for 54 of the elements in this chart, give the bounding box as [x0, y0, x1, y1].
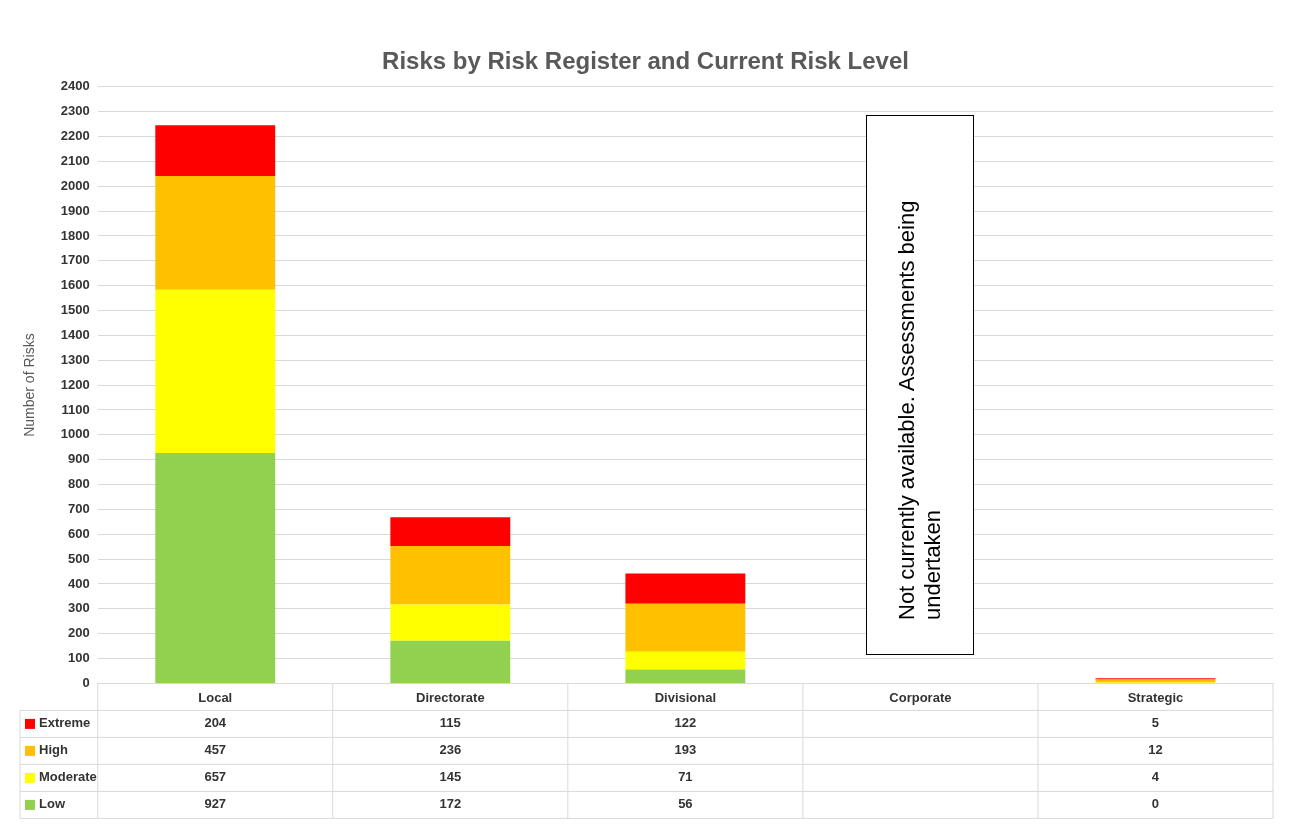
y-tick-label: 2200	[60, 128, 90, 144]
y-tick-label: 1900	[60, 202, 90, 218]
data-label: 457	[204, 742, 227, 758]
data-label: 4	[1151, 769, 1160, 785]
y-tick-label: 200	[68, 625, 90, 641]
x-tick-label: Strategic	[1127, 689, 1184, 705]
y-tick-label: 1200	[60, 376, 90, 392]
y-tick-label: 2100	[60, 152, 90, 168]
y-tick-label: 600	[68, 525, 90, 541]
y-tick-label: 2300	[60, 103, 90, 119]
data-label: 115	[439, 715, 461, 731]
y-tick-label: 500	[68, 550, 90, 566]
y-tick-label: 400	[68, 575, 90, 591]
data-label: 71	[678, 769, 693, 785]
legend-label: Moderate	[39, 769, 97, 785]
data-label: 5	[1151, 715, 1160, 731]
y-tick-label: 0	[82, 674, 90, 690]
y-tick-label: 1800	[60, 227, 90, 243]
y-tick-label: 100	[68, 650, 90, 666]
data-label: 204	[204, 715, 227, 731]
y-tick-label: 1500	[60, 302, 90, 318]
y-tick-label: 700	[68, 500, 90, 516]
data-label: 193	[674, 742, 697, 758]
data-label: 927	[204, 796, 227, 812]
y-tick-label: 1700	[60, 252, 90, 268]
y-tick-label: 300	[68, 600, 90, 616]
chart-title: Risks by Risk Register and Current Risk Level	[382, 47, 909, 75]
y-tick-label: 1000	[60, 426, 90, 442]
data-label: 122	[674, 715, 697, 731]
legend-label: High	[39, 742, 68, 758]
data-label: 12	[1148, 742, 1163, 758]
y-tick-label: 900	[68, 451, 90, 467]
data-label: 236	[439, 742, 462, 758]
y-tick-label: 1100	[61, 401, 90, 417]
data-label: 0	[1151, 796, 1160, 812]
y-axis-title: Number of Risks	[21, 333, 38, 437]
note-box: Not currently available. Assessments being undertaken	[866, 115, 975, 656]
y-tick-label: 2400	[60, 78, 90, 94]
data-label: 172	[439, 796, 462, 812]
y-tick-label: 800	[68, 476, 90, 492]
data-label: 56	[678, 796, 693, 812]
annotation: Not currently available. Assessments being undertaken	[894, 199, 947, 621]
legend-label: Low	[39, 796, 66, 812]
y-tick-label: 1300	[60, 351, 90, 367]
y-tick-label: 1400	[60, 326, 90, 342]
data-label: 145	[439, 769, 462, 785]
y-tick-label: 1600	[60, 277, 90, 293]
x-tick-label: Directorate	[415, 689, 485, 705]
x-tick-label: Divisional	[654, 689, 717, 705]
y-tick-label: 2000	[60, 177, 90, 193]
data-label: 657	[204, 769, 227, 785]
x-tick-label: Local	[198, 689, 233, 705]
legend-label: Extreme	[39, 715, 91, 731]
x-tick-label: Corporate	[889, 689, 952, 705]
